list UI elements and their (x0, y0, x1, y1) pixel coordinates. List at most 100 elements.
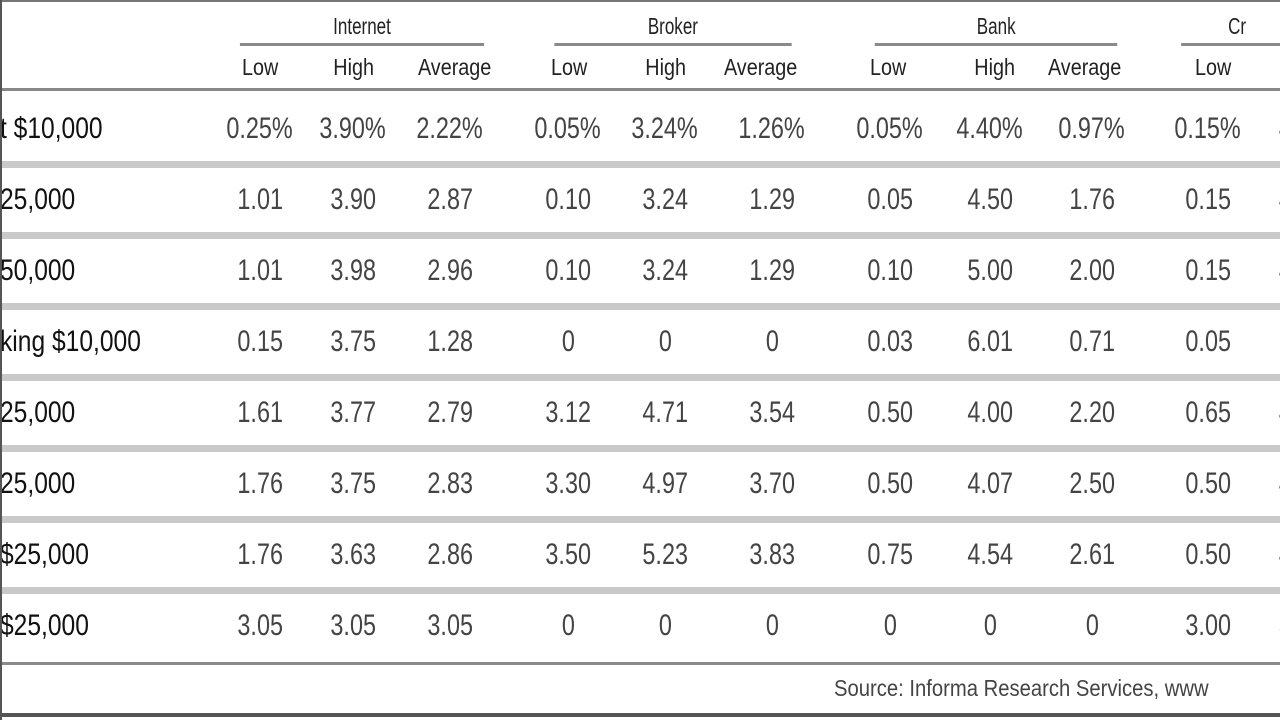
bottom-rule (2, 662, 1280, 665)
table-cell: 0.15 (1185, 254, 1231, 287)
table-cell: 6.01 (967, 325, 1013, 358)
group-header-2: Broker (554, 10, 792, 46)
table-cell: 3.75 (330, 325, 376, 358)
table-cell: 1.01 (237, 254, 283, 287)
table-cell: 3.98 (330, 254, 376, 287)
table-cell: 2.86 (427, 538, 473, 571)
row-label: 25,000 (0, 396, 76, 429)
table-cell: 2.87 (427, 183, 473, 216)
table-cell: 3.05 (330, 609, 376, 642)
table-cell: 1.29 (749, 183, 795, 216)
table-cell: 1.26% (738, 112, 806, 145)
table-cell: 0.65 (1185, 396, 1231, 429)
table-cell: 6 (1235, 306, 1280, 377)
table-cell: 0.50 (867, 396, 913, 429)
table-cell: 0.97% (1058, 112, 1126, 145)
table-cell: 4.71 (642, 396, 688, 429)
table-cell: 3.90% (319, 112, 387, 145)
table-cell: 3.12 (545, 396, 591, 429)
subheader-4-2 (1264, 50, 1280, 84)
subheader-1-2: High (333, 54, 375, 80)
table-cell: 4.97 (642, 467, 688, 500)
subheader-1-1: Low (241, 54, 279, 80)
table-cell: 0 (765, 609, 779, 642)
table-cell: 3.00 (1185, 609, 1231, 642)
table-cell: 0 (658, 325, 672, 358)
table-cell: 0 (1085, 609, 1099, 642)
table-cell: 1.76 (237, 467, 283, 500)
subheader-1-3: Average (418, 54, 492, 80)
group-header-3: Bank (874, 10, 1118, 46)
row-separator (2, 161, 1280, 168)
table-cell: 5.00 (967, 254, 1013, 287)
subheader-3-3: Average (1048, 54, 1122, 80)
table-cell: 4.07 (967, 467, 1013, 500)
source-note: Source: Informa Research Services, www (834, 675, 1209, 701)
table-cell: 4 (1235, 164, 1280, 235)
table-cell: 3.77 (330, 396, 376, 429)
table-cell: 2.61 (1069, 538, 1115, 571)
row-label: $25,000 (0, 538, 89, 571)
table-cell: 0 (658, 609, 672, 642)
table-cell: 0.05% (856, 112, 924, 145)
table-row: 25,000 1.61 3.77 2.79 3.12 4.71 3.54 0.50 4.00 2.… (2, 377, 1280, 448)
subheader-2-3: Average (724, 54, 798, 80)
row-separator (2, 445, 1280, 452)
table-cell: 0.05% (534, 112, 602, 145)
table-cell: 0.50 (1185, 538, 1231, 571)
group-header-1: Internet (239, 10, 485, 46)
table-cell: 2.20 (1069, 396, 1115, 429)
table-row: $25,000 1.76 3.63 2.86 3.50 5.23 3.83 0.75 4.54 2… (2, 519, 1280, 590)
table-cell: 0.71 (1069, 325, 1115, 358)
table-cell: 0.15% (1174, 112, 1242, 145)
table-row: $25,000 3.05 3.05 3.05 0 0 0 0 0 0 3.003 (2, 590, 1280, 661)
row-label: 25,000 (0, 467, 76, 500)
table-cell: 1.76 (237, 538, 283, 571)
table-cell: 0.10 (545, 183, 591, 216)
table-cell: 0.75 (867, 538, 913, 571)
table-cell: 3.24 (642, 254, 688, 287)
table-cell: 4 (1235, 377, 1280, 448)
table-cell: 0.05 (867, 183, 913, 216)
table-cell: 3 (1235, 590, 1280, 661)
row-label: t $10,000 (0, 112, 103, 145)
table-cell: 0.10 (867, 254, 913, 287)
table-cell: 4 (1235, 519, 1280, 590)
table-cell: 3.83 (749, 538, 795, 571)
row-label: 50,000 (0, 254, 76, 287)
table-row: 25,000 1.01 3.90 2.87 0.10 3.24 1.29 0.05 4.50 1.… (2, 164, 1280, 235)
table-cell: 0.10 (545, 254, 591, 287)
table-cell: 0.15 (1185, 183, 1231, 216)
subheader-2-2: High (645, 54, 687, 80)
row-separator (2, 587, 1280, 594)
table-cell: 2.50 (1069, 467, 1115, 500)
row-label: 25,000 (0, 183, 76, 216)
table-cell: 2.96 (427, 254, 473, 287)
table-cell: 4 (1235, 235, 1280, 306)
subheader-3-1: Low (869, 54, 907, 80)
row-label: king $10,000 (0, 325, 141, 358)
table-cell: 3.50 (545, 538, 591, 571)
table-cell: 2.22% (416, 112, 484, 145)
table-cell: 3.70 (749, 467, 795, 500)
table-cell: 0 (561, 325, 575, 358)
table-cell: 4 (1235, 448, 1280, 519)
table-cell: 4.54 (967, 538, 1013, 571)
table-row: t $10,000 0.25% 3.90% 2.22% 0.05% 3.24% 1.26% 0… (2, 93, 1280, 164)
subheader-2-1: Low (550, 54, 588, 80)
table-cell: 4.50 (967, 183, 1013, 216)
table-cell: 3.54 (749, 396, 795, 429)
table-cell: 0.50 (1185, 467, 1231, 500)
table-cell: 4.00 (967, 396, 1013, 429)
table-cell: 3.75 (330, 467, 376, 500)
table-row: 25,000 1.76 3.75 2.83 3.30 4.97 3.70 0.50 4.07 2.… (2, 448, 1280, 519)
table-cell: 1.28 (427, 325, 473, 358)
group-header-4: Cr (1181, 10, 1280, 46)
table-row: 50,000 1.01 3.98 2.96 0.10 3.24 1.29 0.10 5.00 2.… (2, 235, 1280, 306)
table-cell: 0.25% (226, 112, 294, 145)
table-cell: 2.00 (1069, 254, 1115, 287)
row-separator (2, 374, 1280, 381)
subheader-3-2: High (974, 54, 1016, 80)
table-cell: 3.90 (330, 183, 376, 216)
table-cell: 5.23 (642, 538, 688, 571)
